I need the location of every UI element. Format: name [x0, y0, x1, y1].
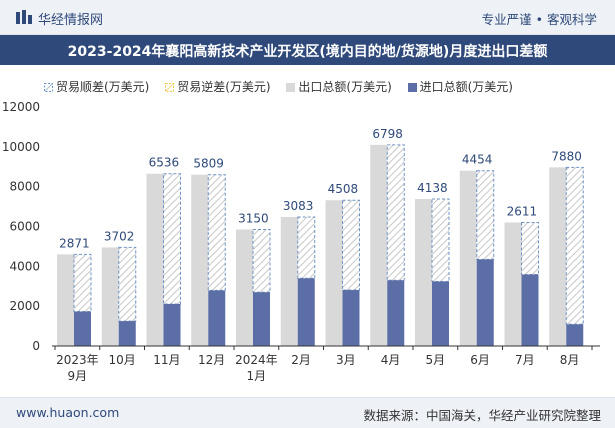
- x-tick-label: 10月: [108, 353, 135, 367]
- surplus-swatch-icon: [44, 83, 53, 92]
- x-tick-label: 7月: [515, 353, 535, 367]
- legend-label-deficit: 贸易逆差(万美元): [177, 80, 271, 94]
- import-bar: [566, 324, 584, 346]
- y-tick-label: 0: [32, 339, 40, 353]
- surplus-data-label: 2611: [507, 205, 538, 219]
- surplus-hatch: [566, 167, 584, 325]
- data-source: 数据来源：中国海关，华经产业研究院整理: [363, 408, 601, 423]
- export-bar: [57, 254, 74, 346]
- export-bar: [504, 222, 522, 346]
- import-bar: [163, 303, 181, 346]
- x-tick-label: 12月: [198, 353, 225, 367]
- bar-chart: 0 2000 4000 6000 8000 10000 12000 2871 3702 6536…: [2, 100, 600, 383]
- chart-title: 2023-2024年襄阳高新技术产业开发区(境内目的地/货源地)月度进出口差额: [67, 44, 548, 60]
- import-bar: [74, 311, 91, 346]
- legend-label-import: 进口总额(万美元): [419, 80, 513, 94]
- export-bar: [370, 144, 388, 346]
- import-bar: [521, 274, 539, 346]
- export-bar: [146, 173, 164, 346]
- x-tick-label: 6月: [470, 353, 490, 367]
- logo-icon: [16, 10, 32, 24]
- x-tick-label: 3月: [336, 353, 356, 367]
- legend-item-import: 进口总额(万美元): [407, 78, 513, 95]
- export-bar: [280, 216, 298, 346]
- y-tick-label: 12000: [2, 100, 40, 114]
- surplus-bar: [476, 170, 495, 260]
- surplus-bar: [521, 222, 539, 275]
- export-bar: [191, 174, 209, 346]
- export-bar: [236, 229, 253, 346]
- surplus-data-label: 3150: [238, 211, 269, 225]
- deficit-swatch-icon: [165, 83, 175, 92]
- surplus-hatch: [253, 229, 270, 293]
- surplus-hatch: [521, 222, 539, 275]
- import-bar: [297, 278, 315, 346]
- import-bar: [208, 290, 226, 346]
- export-swatch-icon: [286, 83, 296, 92]
- legend: 贸易顺差(万美元) 贸易逆差(万美元) 出口总额(万美元) 进口总额(万美元): [44, 78, 525, 95]
- surplus-hatch: [163, 173, 181, 304]
- x-tick-label: 5月: [426, 353, 446, 367]
- x-tick-label: 1月: [247, 369, 267, 383]
- import-bar: [432, 281, 449, 346]
- surplus-data-label: 7880: [551, 149, 582, 163]
- surplus-data-label: 4138: [417, 181, 448, 195]
- surplus-data-label: 3702: [104, 229, 135, 243]
- x-tick-label: 11月: [153, 353, 180, 367]
- y-tick-label: 8000: [9, 180, 40, 194]
- y-tick-label: 6000: [9, 220, 40, 234]
- surplus-data-label: 4508: [328, 182, 359, 196]
- import-bar: [476, 259, 494, 346]
- brand-name: 华经情报网: [38, 13, 104, 28]
- export-bar: [325, 200, 343, 346]
- surplus-hatch: [432, 199, 449, 282]
- site-url: www.huaon.com: [16, 405, 120, 420]
- surplus-hatch: [74, 254, 91, 312]
- x-tick-label: 9月: [68, 369, 88, 383]
- x-tick-label: 2023年: [56, 353, 99, 367]
- x-axis: 2023年 9月 10月 11月 12月 2024年 1月 2月 3月 4月 5月 6月 7月 8月: [52, 345, 600, 383]
- surplus-data-label: 6798: [372, 127, 403, 141]
- legend-item-export: 出口总额(万美元): [286, 78, 392, 95]
- export-bar: [415, 199, 432, 346]
- surplus-hatch: [208, 174, 226, 291]
- surplus-data-label: 2871: [59, 236, 90, 250]
- import-bar: [253, 292, 270, 346]
- surplus-data-label: 4454: [462, 153, 493, 167]
- top-bar: 华经情报网 专业严谨 • 客观科学: [0, 0, 615, 35]
- import-bar: [342, 290, 360, 346]
- surplus-hatch: [297, 216, 315, 279]
- export-bar: [459, 170, 477, 346]
- y-tick-label: 4000: [9, 259, 40, 273]
- title-bar: 2023-2024年襄阳高新技术产业开发区(境内目的地/货源地)月度进出口差额: [0, 35, 615, 65]
- surplus-data-label: 5809: [193, 157, 224, 171]
- import-bar: [387, 280, 405, 346]
- surplus-hatch: [387, 144, 405, 281]
- legend-label-export: 出口总额(万美元): [298, 80, 392, 94]
- export-bar: [101, 247, 119, 346]
- surplus-hatch: [342, 200, 360, 291]
- surplus-hatch: [476, 170, 494, 260]
- export-bar: [549, 167, 567, 346]
- footer: www.huaon.com 数据来源：中国海关，华经产业研究院整理: [0, 397, 615, 428]
- surplus-data-label: 3083: [283, 199, 314, 213]
- legend-label-surplus: 贸易顺差(万美元): [56, 80, 150, 94]
- legend-item-deficit: 贸易逆差(万美元): [165, 78, 271, 95]
- x-tick-label: 4月: [381, 353, 401, 367]
- surplus-data-label: 6536: [149, 156, 180, 170]
- x-tick-label: 2月: [291, 353, 311, 367]
- import-swatch-icon: [407, 83, 417, 92]
- surplus-hatch: [118, 247, 136, 322]
- y-tick-label: 10000: [2, 140, 40, 154]
- x-tick-label: 8月: [560, 353, 580, 367]
- tagline: 专业严谨 • 客观科学: [481, 12, 597, 27]
- legend-item-surplus: 贸易顺差(万美元): [44, 78, 149, 95]
- x-tick-label: 2024年: [235, 353, 278, 367]
- bars: 2871 3702 6536 5809 3150 3083 4508 6798 4138 4454…: [57, 127, 584, 346]
- y-axis: 0 2000 4000 6000 8000 10000 12000: [2, 100, 40, 353]
- import-bar: [118, 321, 136, 346]
- y-tick-label: 2000: [9, 299, 40, 313]
